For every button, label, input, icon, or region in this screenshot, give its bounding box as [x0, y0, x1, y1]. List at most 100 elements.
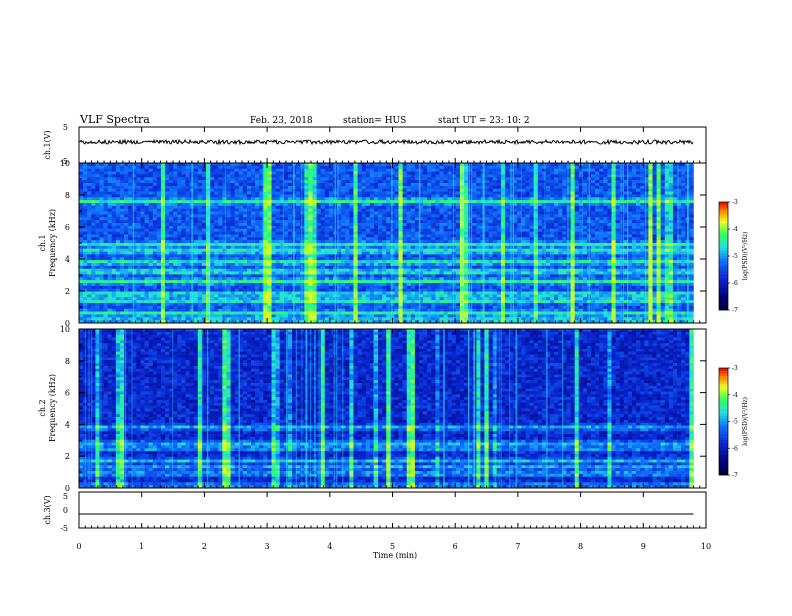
- ch1-spec-cell: [349, 217, 354, 221]
- ch1-spec-cell: [349, 197, 354, 201]
- ch1-spec-cell: [484, 171, 489, 175]
- ch1-spec-cell: [627, 177, 633, 181]
- ch1-spec-cell: [214, 220, 219, 224]
- ch1-spec-cell: [591, 243, 596, 247]
- ch1-spec-cell: [664, 200, 670, 204]
- ch1-spec-cell: [636, 174, 641, 178]
- ch1-spec-cell: [390, 228, 395, 232]
- ch1-spec-cell: [406, 211, 412, 215]
- ch1-spec-cell: [107, 180, 113, 184]
- ch1-spec-cell: [558, 185, 563, 190]
- ch1-spec-cell: [173, 168, 178, 172]
- ch1-spec-cell: [308, 251, 313, 255]
- ch1-spec-cell: [119, 228, 125, 232]
- ch1-spec-cell: [558, 180, 563, 184]
- ch1-spec-cell: [300, 203, 305, 207]
- ch1-spec-cell: [566, 185, 571, 190]
- ch1-spec-cell: [582, 177, 588, 181]
- ch1-spec-cell: [259, 228, 264, 232]
- ch1-spec-cell: [595, 248, 600, 252]
- ch1-spec-cell: [83, 237, 88, 241]
- ch1-spec-cell: [529, 188, 534, 192]
- ch1-spec-cell: [341, 228, 346, 232]
- ch1-spec-cell: [242, 245, 248, 250]
- ch1-spec-cell: [115, 228, 121, 232]
- ch1-spec-cell: [615, 217, 621, 221]
- ch1-spec-cell: [275, 200, 281, 204]
- ch1-spec-cell: [390, 197, 395, 201]
- ch1-spec-cell: [476, 165, 481, 170]
- ch1-spec-cell: [447, 211, 453, 215]
- ch1-spec-cell: [316, 200, 321, 204]
- ch1-spec-cell: [83, 228, 88, 232]
- ch1-spec-cell: [328, 228, 334, 232]
- ch1-spec-cell: [427, 165, 432, 170]
- ch1-spec-cell: [144, 225, 149, 230]
- ch1-spec-cell: [599, 203, 604, 207]
- ch1-spec-cell: [636, 185, 641, 190]
- ch1-spec-cell: [525, 185, 530, 190]
- ch1-spec-cell: [505, 203, 510, 207]
- ch1-spec-cell: [652, 174, 657, 178]
- ch1-spec-cell: [193, 220, 199, 224]
- ch1-spec-cell: [439, 254, 444, 258]
- ch1-spec-cell: [337, 248, 342, 252]
- ch1-spec-cell: [632, 243, 637, 247]
- ch1-spec-cell: [603, 223, 608, 227]
- ch1-spec-cell: [660, 191, 666, 195]
- ch1-spec-cell: [492, 214, 498, 218]
- ch1-spec-cell: [165, 237, 170, 241]
- ch1-spec-cell: [521, 188, 526, 192]
- ch1-spec-cell: [95, 188, 100, 192]
- ch1-spec-cell: [595, 168, 600, 172]
- ch1-spec-cell: [193, 231, 199, 235]
- ch1-spec-cell: [279, 231, 285, 235]
- ch1-spec-cell: [386, 251, 391, 255]
- ch1-spec-cell: [431, 191, 436, 195]
- ch1-spec-cell: [578, 228, 584, 232]
- ch1-spec-cell: [398, 205, 403, 210]
- ch1-spec-cell: [210, 194, 215, 198]
- ch1-spec-cell: [357, 220, 362, 224]
- ch1-spec-cell: [558, 208, 563, 212]
- ch1-spec-cell: [316, 194, 321, 198]
- ch1-spec-cell: [251, 228, 256, 232]
- ch1-spec-cell: [136, 257, 141, 261]
- ch1-spec-cell: [185, 240, 190, 244]
- ch1-spec-cell: [472, 191, 477, 195]
- ch1-spec-cell: [251, 205, 256, 210]
- ch1-spec-cell: [197, 223, 203, 227]
- ch1-spec-cell: [406, 223, 412, 227]
- ch1-spec-cell: [619, 185, 625, 190]
- ch1-spec-cell: [287, 240, 293, 244]
- ch1-spec-cell: [222, 231, 227, 235]
- ch1-spec-cell: [361, 234, 367, 238]
- ch1-spec-cell: [165, 231, 170, 235]
- ch1-spec-cell: [369, 185, 375, 190]
- ch1-spec-cell: [427, 214, 432, 218]
- ch1-spec-cell: [562, 214, 567, 218]
- ch1-spec-cell: [83, 243, 88, 247]
- ch1-spec-cell: [353, 183, 358, 187]
- ch1-spec-cell: [451, 208, 457, 212]
- ch1-spec-cell: [435, 223, 440, 227]
- ch1-spec-cell: [464, 208, 469, 212]
- ch1-spec-cell: [275, 223, 281, 227]
- ch1-spec-cell: [234, 168, 240, 172]
- ch1-spec-cell: [119, 211, 125, 215]
- ch1-spec-cell: [652, 231, 657, 235]
- ch1-spec-cell: [99, 174, 104, 178]
- ch1-spec-cell: [156, 183, 162, 187]
- ch1-spec-cell: [636, 168, 641, 172]
- ch1-spec-cell: [255, 197, 260, 201]
- ch1-spec-cell: [197, 163, 203, 167]
- ch1-spec-cell: [378, 191, 383, 195]
- ch1-spec-cell: [124, 245, 129, 250]
- ch1-spec-cell: [423, 208, 428, 212]
- ch1-spec-cell: [406, 165, 412, 170]
- ch1-spec-cell: [484, 174, 489, 178]
- ch1-spec-cell: [148, 217, 154, 221]
- ch1-spec-cell: [484, 200, 489, 204]
- ch1-spec-cell: [328, 243, 334, 247]
- ch1-spec-cell: [402, 214, 408, 218]
